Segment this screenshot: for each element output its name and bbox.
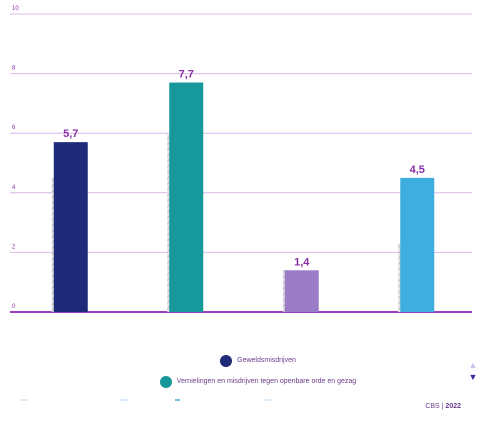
source-org: CBS |: [425, 403, 444, 410]
y-tick-label: 4: [12, 185, 16, 191]
y-tick-label: 6: [12, 125, 16, 131]
value-label: 7,7: [179, 69, 194, 81]
legend-pager: ▲ ▼: [467, 359, 479, 383]
y-tick-label: 10: [12, 6, 19, 12]
legend-label: Geweldsmisdrijven: [237, 357, 296, 364]
legend-swatch-0: [220, 354, 233, 367]
legend-item[interactable]: Vernielingen en misdrijven tegen openbar…: [78, 374, 438, 389]
value-label: 4,5: [410, 164, 425, 176]
value-bar: [53, 142, 88, 312]
y-tick-label: 2: [12, 244, 16, 250]
source-year: 2022: [445, 403, 461, 410]
value-bar: [284, 270, 319, 312]
arrow-down-icon[interactable]: ▼: [468, 372, 478, 382]
legend-swatch-1: [159, 375, 172, 388]
source-credit: CBS | 2022: [425, 403, 461, 410]
value-bar: [169, 82, 204, 312]
arrow-up-icon[interactable]: ▲: [468, 360, 478, 370]
value-label: 5,7: [63, 128, 78, 140]
value-bar: [400, 177, 435, 312]
legend-label: Vernielingen en misdrijven tegen openbar…: [176, 378, 357, 385]
legend: Geweldsmisdrijven Vernielingen en misdri…: [78, 353, 438, 395]
pagination-dashes: [20, 399, 273, 401]
y-tick-label: 8: [12, 66, 16, 72]
legend-item[interactable]: Geweldsmisdrijven: [78, 353, 438, 368]
y-tick-label: 0: [12, 304, 16, 310]
value-label: 1,4: [294, 256, 310, 268]
